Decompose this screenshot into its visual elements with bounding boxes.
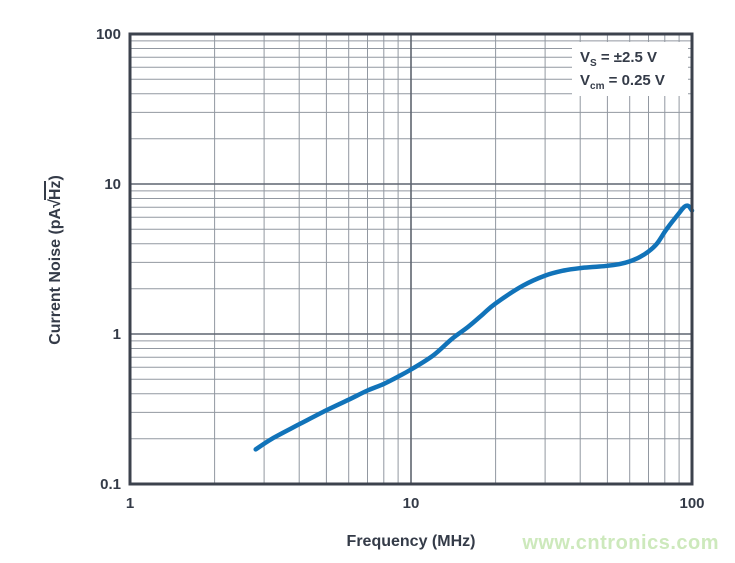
sqrt-radical-symbol: √ — [47, 199, 64, 208]
sqrt-radicand: Hz — [44, 180, 64, 201]
y-tick-label: 1 — [113, 326, 121, 343]
noise-curve — [253, 203, 695, 452]
annotation-subscript: cm — [590, 81, 605, 92]
annotation-value: = 0.25 V — [604, 72, 665, 89]
y-axis-title-suffix: ) — [47, 175, 64, 181]
plot-frame — [128, 32, 694, 486]
annotation-subscript: S — [590, 58, 597, 69]
y-tick-label: 10 — [104, 176, 121, 193]
annotation-value: = ±2.5 V — [596, 49, 658, 66]
annotation-symbol: V — [580, 49, 591, 66]
x-tick-label: 10 — [403, 495, 420, 512]
x-tick-label: 1 — [126, 495, 134, 512]
watermark-text: www.cntronics.com — [522, 532, 719, 554]
y-tick-label: 0.1 — [100, 476, 121, 493]
y-tick-label: 100 — [96, 26, 121, 43]
annotation-line-vs: VS = ±2.5 V — [580, 46, 688, 69]
x-axis-title: Frequency (MHz) — [346, 533, 476, 550]
annotation-symbol: V — [580, 72, 591, 89]
x-tick-label: 100 — [679, 495, 704, 512]
annotation-line-vcm: Vcm = 0.25 V — [580, 69, 688, 92]
annotation-box: VS = ±2.5 V Vcm = 0.25 V — [572, 42, 688, 96]
y-axis-title-prefix: Current Noise (pA — [47, 207, 64, 345]
y-axis-title: Current Noise (pA√Hz) — [44, 110, 69, 410]
